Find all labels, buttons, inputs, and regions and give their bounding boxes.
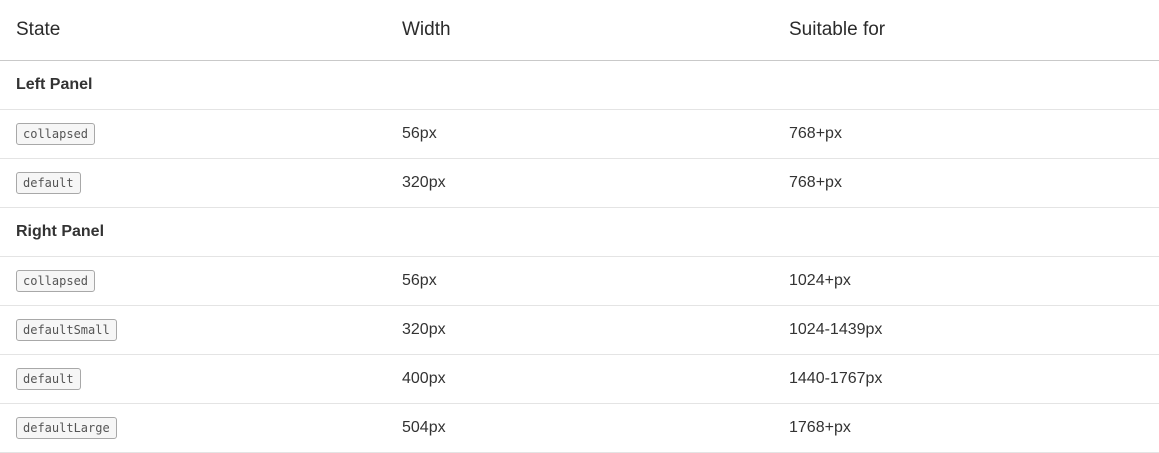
width-value: 400px <box>402 370 446 387</box>
suitable-for-value: 768+px <box>789 125 842 142</box>
width-value: 320px <box>402 321 446 338</box>
section-row-left-panel: Left Panel <box>0 61 1159 110</box>
header-suitable-for: Suitable for <box>789 19 886 40</box>
suitable-for-value: 1024-1439px <box>789 321 883 338</box>
state-code: default <box>16 368 81 390</box>
section-title: Left Panel <box>16 76 93 93</box>
width-value: 320px <box>402 174 446 191</box>
state-code: defaultLarge <box>16 417 117 439</box>
section-title: Right Panel <box>16 223 105 240</box>
table-row: collapsed 56px 768+px <box>0 110 1159 159</box>
table-row: collapsed 56px 1024+px <box>0 257 1159 306</box>
state-code: collapsed <box>16 123 96 145</box>
width-value: 56px <box>402 125 437 142</box>
suitable-for-value: 1768+px <box>789 419 851 436</box>
state-code: default <box>16 172 81 194</box>
width-value: 504px <box>402 419 446 436</box>
table-row: defaultSmall 320px 1024-1439px <box>0 306 1159 355</box>
table-header-row: State Width Suitable for <box>0 0 1159 61</box>
suitable-for-value: 1440-1767px <box>789 370 883 387</box>
width-value: 56px <box>402 272 437 289</box>
header-state: State <box>16 19 61 40</box>
state-code: collapsed <box>16 270 96 292</box>
table-row: defaultLarge 504px 1768+px <box>0 404 1159 453</box>
table-row: default 400px 1440-1767px <box>0 355 1159 404</box>
section-row-right-panel: Right Panel <box>0 208 1159 257</box>
table-row: default 320px 768+px <box>0 159 1159 208</box>
suitable-for-value: 1024+px <box>789 272 851 289</box>
suitable-for-value: 768+px <box>789 174 842 191</box>
state-code: defaultSmall <box>16 319 117 341</box>
header-width: Width <box>402 19 451 40</box>
